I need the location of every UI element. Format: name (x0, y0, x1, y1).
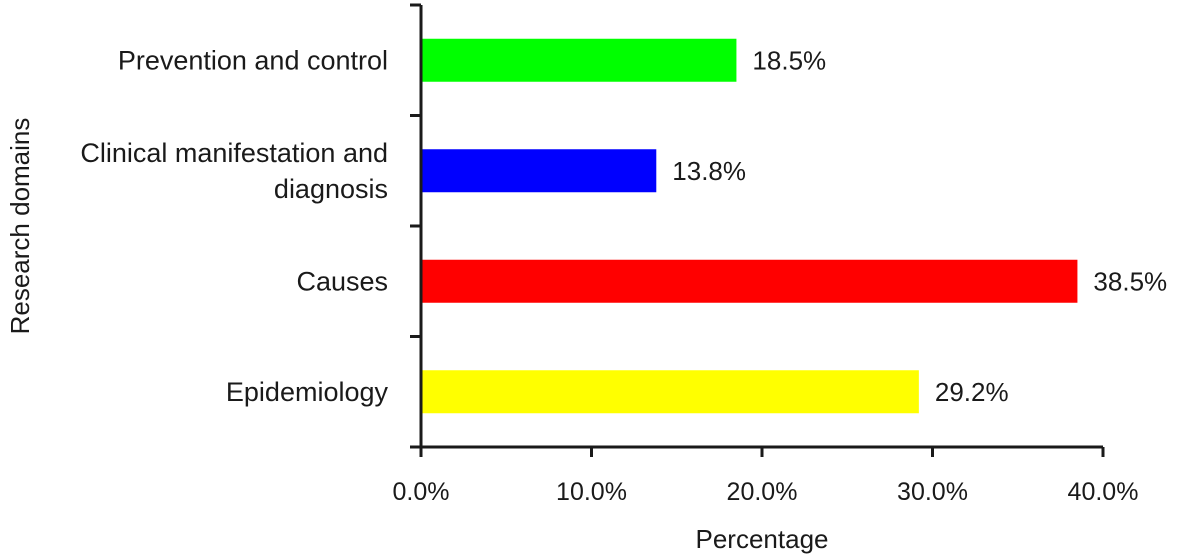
category-label-causes: Causes (296, 266, 388, 296)
data-label-clinical-manifestation-and-diagnosis: 13.8% (672, 156, 746, 186)
bar-prevention-and-control (421, 38, 737, 82)
bar-causes (421, 259, 1078, 303)
x-tick-label-40-0: 40.0% (1068, 478, 1139, 506)
data-label-causes: 38.5% (1093, 266, 1167, 296)
category-label-line: diagnosis (274, 174, 388, 204)
x-tick-label-10-0: 10.0% (556, 478, 627, 506)
category-label-epidemiology: Epidemiology (226, 377, 389, 407)
x-axis-title: Percentage (696, 524, 829, 554)
bar-epidemiology (421, 370, 919, 414)
data-label-prevention-and-control: 18.5% (752, 45, 826, 75)
x-tick-label-20-0: 20.0% (727, 478, 798, 506)
axes-layer (410, 3, 1105, 457)
category-labels-layer: Prevention and control Clinical manifesta… (80, 45, 388, 407)
category-label-line: Clinical manifestation and (80, 138, 388, 168)
category-label-prevention-and-control: Prevention and control (118, 45, 388, 75)
x-tick-labels-layer: 0.0% 10.0% 20.0% 30.0% 40.0% (393, 478, 1139, 506)
data-labels-layer: 18.5% 13.8% 38.5% 29.2% (672, 45, 1167, 407)
bars-layer (421, 38, 1078, 414)
y-axis-title: Research domains (5, 118, 35, 335)
x-tick-label-0-0: 0.0% (393, 478, 450, 506)
x-tick-label-30-0: 30.0% (897, 478, 968, 506)
bar-clinical-manifestation-and-diagnosis (421, 149, 657, 193)
category-label-clinical-manifestation-and-diagnosis: Clinical manifestation and diagnosis (80, 138, 388, 204)
data-label-epidemiology: 29.2% (935, 377, 1009, 407)
